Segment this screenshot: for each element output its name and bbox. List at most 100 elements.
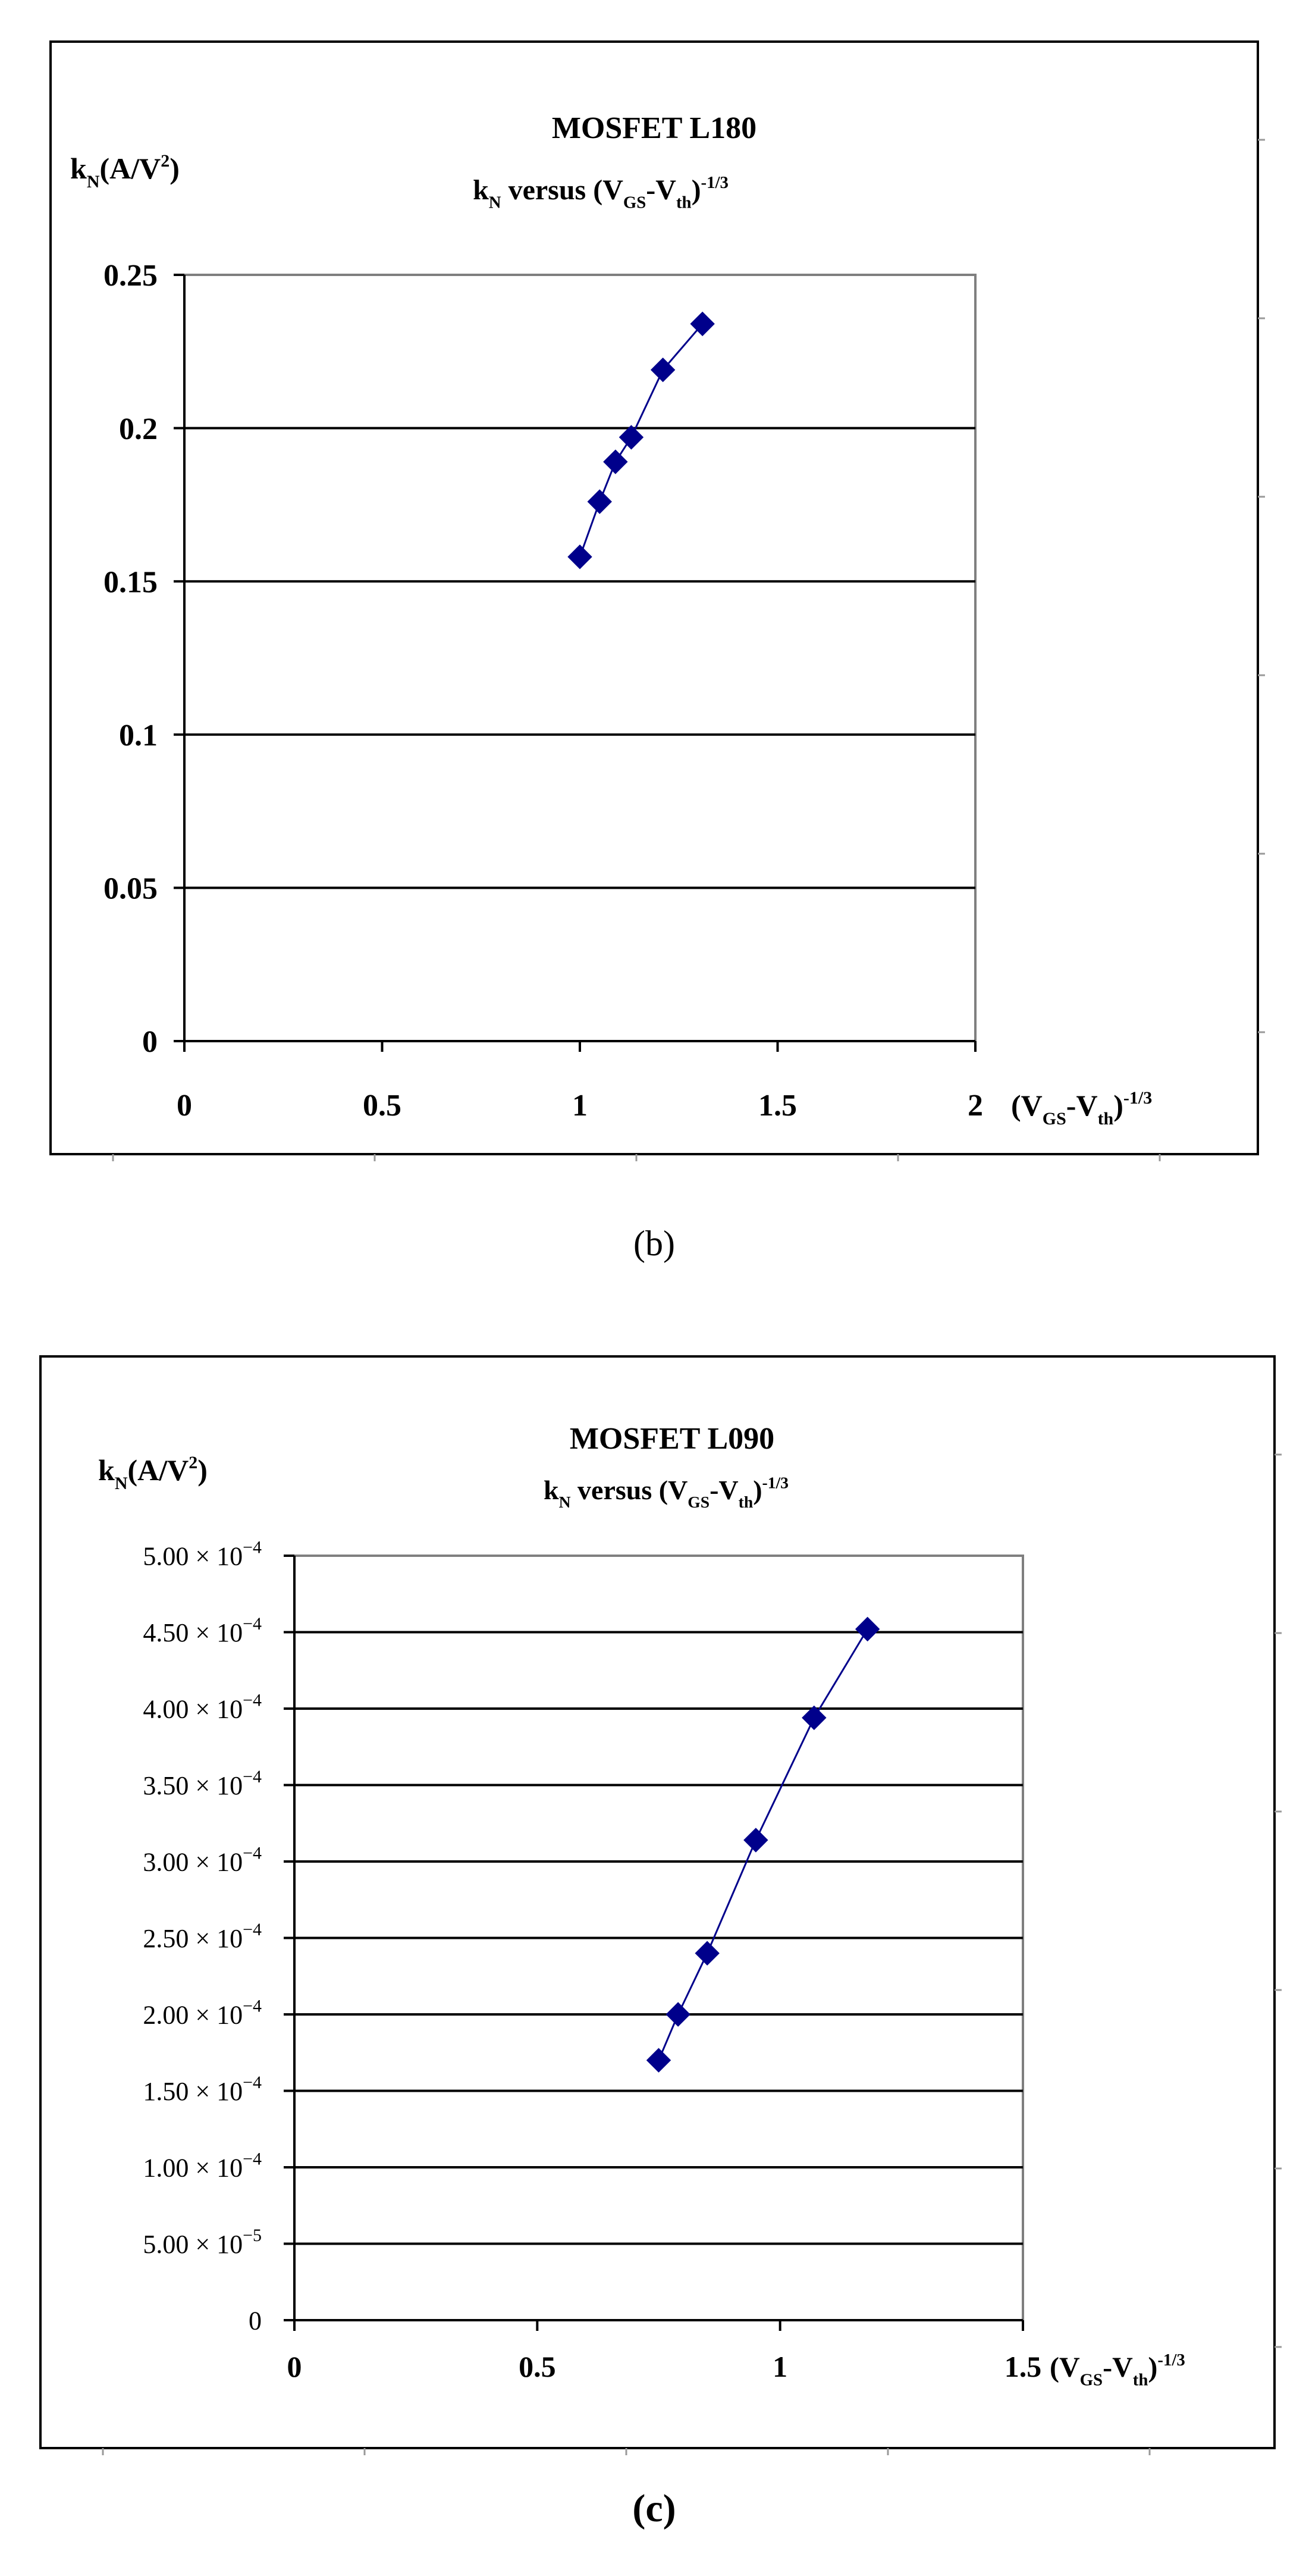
y-label-part: k — [98, 1453, 115, 1487]
subtitle-part: -V — [710, 1475, 739, 1505]
x-tick-label-text: 1 — [572, 1089, 588, 1123]
subtitle-subscript: GS — [688, 1493, 710, 1511]
y-tick-exponent: −4 — [243, 2149, 262, 2169]
y-tick-label-text: 0.1 — [119, 719, 158, 753]
x-tick-label: 0 — [177, 1089, 192, 1123]
y-label-subscript: N — [87, 172, 100, 192]
y-tick-exponent: −4 — [243, 1538, 262, 1557]
x-tick-label-text: 1 — [773, 2350, 787, 2383]
y-tick-exponent: −4 — [243, 1997, 262, 2016]
y-tick-label-text: 5.00 × 10 — [143, 1541, 243, 1571]
x-label-subscript: th — [1098, 1109, 1114, 1129]
chart-panel-b: 0 0.05 0.1 0.15 0.2 0.25 0 0.5 1 1.5 2 MOSFET L180 k… — [49, 40, 1265, 1263]
y-tick-label-text: 3.50 × 10 — [143, 1771, 243, 1800]
y-label-part: (A/V — [99, 152, 161, 185]
y-tick-label-text: 2.00 × 10 — [143, 2000, 243, 2029]
x-tick-label-text: 0.5 — [519, 2350, 556, 2383]
subtitle-part: ) — [753, 1475, 762, 1505]
y-tick-label: 0 — [249, 2306, 262, 2335]
data-point — [743, 1828, 768, 1853]
x-tick-label-text: 1.5 — [1004, 2350, 1042, 2383]
y-tick-label-text: 0.2 — [119, 412, 158, 446]
y-label-part: k — [70, 152, 87, 185]
y-tick-exponent: −5 — [243, 2226, 262, 2245]
x-tick-label: 1.5 — [1004, 2350, 1042, 2383]
x-tick-label: 0 — [287, 2350, 302, 2383]
subtitle-subscript: N — [489, 193, 501, 212]
y-tick-label-text: 3.00 × 10 — [143, 1847, 243, 1876]
data-point — [619, 425, 644, 450]
y-tick-exponent: −4 — [243, 1614, 262, 1634]
chart-subtitle: kN versus (VGS-Vth)-1/3 — [544, 1474, 789, 1511]
data-point — [603, 449, 628, 474]
panel-label-text: (c) — [632, 2487, 676, 2530]
y-tick-exponent: −4 — [243, 1691, 262, 1710]
subtitle-part: k — [544, 1475, 559, 1505]
data-point — [646, 2048, 671, 2073]
subtitle-part: k — [473, 174, 489, 206]
chart-title: MOSFET L090 — [570, 1422, 774, 1456]
y-tick-label-text: 0 — [142, 1025, 158, 1059]
x-label-subscript: GS — [1080, 2370, 1103, 2389]
subtitle-superscript: -1/3 — [701, 173, 729, 192]
subtitle-subscript: th — [739, 1493, 754, 1511]
y-tick-label: 2.50 × 10−4 — [143, 1920, 262, 1953]
x-label-part: ) — [1148, 2352, 1157, 2383]
data-point — [690, 311, 715, 337]
subtitle-part: ) — [692, 174, 701, 206]
subtitle-part: -V — [646, 174, 676, 206]
y-tick-label-text: 2.50 × 10 — [143, 1924, 243, 1953]
y-tick-label: 0.05 — [103, 872, 158, 906]
panel-label: (b) — [633, 1224, 675, 1263]
data-point — [567, 544, 592, 569]
series-line — [579, 323, 704, 557]
y-tick-label: 4.00 × 10−4 — [143, 1691, 262, 1724]
subtitle-part: versus (V — [501, 174, 624, 206]
y-tick-label: 1.50 × 10−4 — [143, 2073, 262, 2106]
data-point — [695, 1941, 720, 1966]
chart-panel-c: 05.00 × 10−51.00 × 10−41.50 × 10−42.00 ×… — [39, 1355, 1282, 2530]
y-tick-label: 3.50 × 10−4 — [143, 1767, 262, 1800]
subtitle-subscript: N — [559, 1493, 571, 1511]
chart-title-text: MOSFET L090 — [570, 1422, 774, 1456]
x-tick-label-text: 1.5 — [758, 1089, 797, 1123]
data-point — [855, 1616, 880, 1642]
x-tick-label: 2 — [968, 1089, 983, 1123]
x-label-part: (V — [1050, 2352, 1080, 2383]
y-tick-label-text: 4.50 × 10 — [143, 1618, 243, 1647]
y-label-part: (A/V — [127, 1453, 189, 1487]
plot-area — [183, 274, 977, 1042]
data-point — [666, 2002, 690, 2027]
x-label-part: -V — [1103, 2352, 1133, 2383]
data-point — [587, 489, 612, 514]
chart-subtitle: kN versus (VGS-Vth)-1/3 — [473, 173, 729, 212]
y-tick-exponent: −4 — [243, 1844, 262, 1863]
data-point — [802, 1705, 827, 1731]
y-tick-label-text: 4.00 × 10 — [143, 1694, 243, 1723]
x-label-part: (V — [1011, 1089, 1043, 1122]
y-tick-label-text: 1.00 × 10 — [143, 2153, 243, 2182]
y-tick-label: 0.2 — [119, 412, 158, 446]
y-tick-exponent: −4 — [243, 1920, 262, 1939]
y-tick-exponent: −4 — [243, 2073, 262, 2092]
y-tick-label-text: 0.25 — [103, 259, 158, 293]
data-point — [650, 358, 676, 383]
x-label-superscript: -1/3 — [1157, 2351, 1185, 2370]
x-label-part: -V — [1066, 1089, 1098, 1122]
y-tick-label: 0.25 — [103, 259, 158, 293]
y-tick-label: 4.50 × 10−4 — [143, 1614, 262, 1647]
x-tick-label-text: 2 — [968, 1089, 983, 1123]
y-tick-exponent: −4 — [243, 1767, 262, 1787]
chart-title: MOSFET L180 — [552, 111, 756, 145]
y-tick-label: 3.00 × 10−4 — [143, 1844, 262, 1877]
x-label-superscript: -1/3 — [1123, 1088, 1152, 1108]
y-axis-label: kN(A/V2) — [98, 1453, 208, 1493]
y-tick-label-text: 1.50 × 10 — [143, 2077, 243, 2106]
x-tick-label-text: 0 — [287, 2350, 302, 2383]
x-tick-label: 1 — [572, 1089, 588, 1123]
y-tick-label: 1.00 × 10−4 — [143, 2149, 262, 2183]
y-label-part: ) — [169, 152, 180, 185]
x-tick-label: 0.5 — [363, 1089, 401, 1123]
